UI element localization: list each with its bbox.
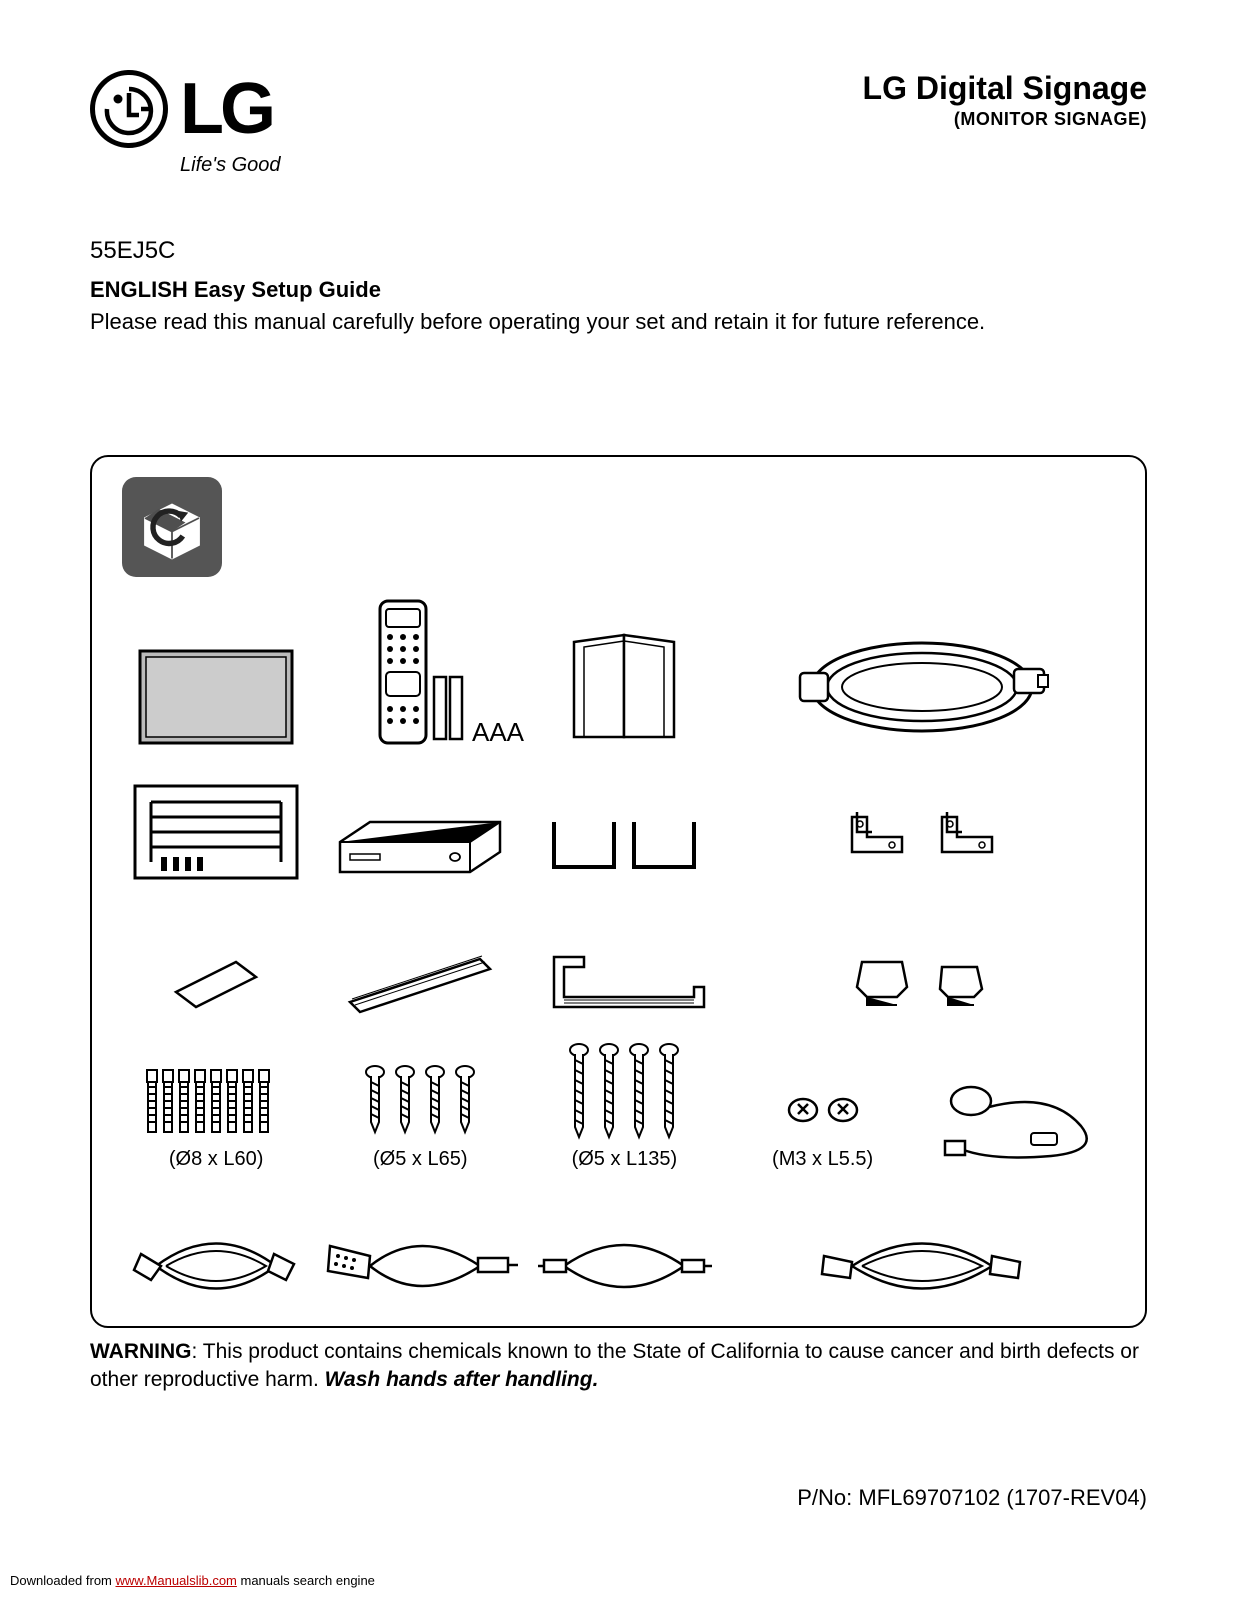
contents-grid: (Ø8 x L60) (Ø5 x L65): [122, 597, 1115, 1306]
logo-block: LG Life's Good: [90, 70, 281, 177]
card-icon: [122, 907, 310, 1017]
brand-text: LG: [180, 73, 272, 145]
vga-cable-icon: [320, 1196, 520, 1306]
header: LG Life's Good LG Digital Signage (MONIT…: [90, 70, 1147, 177]
corner-brackets-icon: [729, 772, 1116, 882]
power-cord-short-icon: [122, 1196, 310, 1306]
hdmi-cable-icon: [729, 1196, 1116, 1306]
part-number: P/No: MFL69707102 (1707-REV04): [90, 1485, 1147, 1511]
display-panel-icon: [122, 637, 310, 747]
tagline: Life's Good: [180, 154, 281, 177]
warning-body: : This product contains chemicals known …: [90, 1340, 1139, 1391]
footer-post: manuals search engine: [237, 1573, 375, 1588]
intro-text: Please read this manual carefully before…: [90, 309, 1147, 335]
small-screws-icon: (M3 x L5.5): [729, 1061, 917, 1171]
model-number: 55EJ5C: [90, 237, 1147, 265]
footer-pre: Downloaded from: [10, 1573, 116, 1588]
warning-text: WARNING: This product contains chemicals…: [90, 1338, 1147, 1395]
logo-row: LG: [90, 70, 281, 148]
footer-link[interactable]: www.Manualslib.com: [116, 1573, 237, 1588]
back-panel-icon: [122, 772, 310, 882]
power-cable-icon: [729, 627, 1116, 747]
screw-label-3: (M3 x L5.5): [772, 1148, 873, 1171]
product-line-subtitle: (MONITOR SIGNAGE): [863, 109, 1147, 130]
screw-label-1: (Ø5 x L65): [373, 1148, 467, 1171]
manual-booklet-icon: [530, 627, 718, 747]
anchor-screws-icon: (Ø8 x L60): [122, 1061, 310, 1171]
document-page: LG Life's Good LG Digital Signage (MONIT…: [0, 0, 1237, 1600]
screw-label-2: (Ø5 x L135): [572, 1148, 678, 1171]
warning-emphasis: Wash hands after handling.: [325, 1368, 599, 1391]
unboxing-icon: [122, 477, 222, 577]
mounting-brackets-u-icon: [530, 772, 718, 882]
media-player-box-icon: [320, 772, 520, 882]
clip-holders-icon: [729, 907, 1116, 1017]
header-right: LG Digital Signage (MONITOR SIGNAGE): [863, 70, 1147, 130]
contents-box: AAA: [90, 455, 1147, 1328]
footer: Downloaded from www.Manualslib.com manua…: [10, 1573, 375, 1588]
guide-title: ENGLISH Easy Setup Guide: [90, 277, 1147, 303]
warning-prefix: WARNING: [90, 1340, 192, 1363]
flat-ribbon-cable-icon: [530, 907, 718, 1017]
battery-type-label: AAA: [472, 717, 524, 748]
lg-face-logo-icon: [90, 70, 168, 148]
cable-strip-icon: [320, 907, 520, 1017]
product-line-title: LG Digital Signage: [863, 70, 1147, 107]
ir-sensor-cable-icon: [927, 1061, 1115, 1171]
short-screws-icon: (Ø5 x L65): [320, 1061, 520, 1171]
long-screws-icon: (Ø5 x L135): [530, 1042, 718, 1171]
screw-label-0: (Ø8 x L60): [169, 1148, 263, 1171]
audio-cable-icon: [530, 1196, 718, 1306]
